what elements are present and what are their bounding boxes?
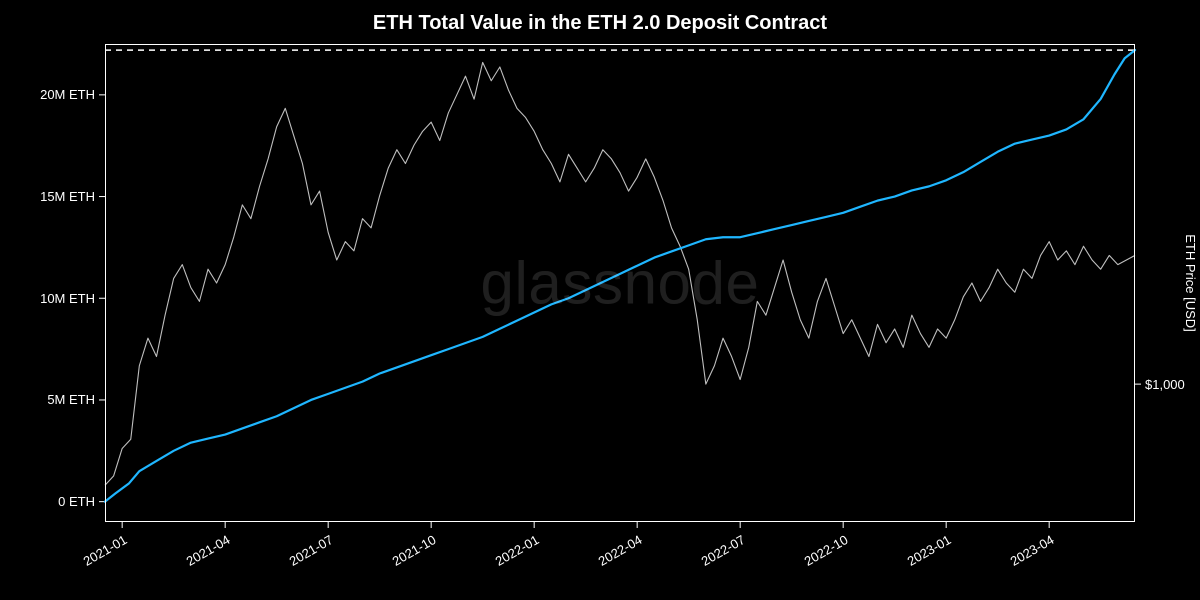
plot-border: [105, 44, 1135, 522]
chart-container: ETH Total Value in the ETH 2.0 Deposit C…: [0, 0, 1200, 600]
y-left-tick-label: 10M ETH: [40, 291, 95, 306]
plot-area: glassnode: [105, 44, 1135, 522]
y-left-tick-label: 0 ETH: [58, 494, 95, 509]
y-left-tick-label: 15M ETH: [40, 189, 95, 204]
x-tick-label: 2023-04: [1008, 532, 1057, 569]
y-left-tick-label: 5M ETH: [47, 392, 95, 407]
y-left-tick-label: 20M ETH: [40, 87, 95, 102]
x-tick-label: 2023-01: [905, 532, 954, 569]
y-right-tick-label: $1,000: [1145, 377, 1185, 392]
x-tick-label: 2021-10: [390, 532, 439, 569]
x-tick-label: 2021-07: [287, 532, 336, 569]
y-axis-right-label: ETH Price [USD]: [1183, 234, 1198, 332]
x-tick-label: 2022-10: [802, 532, 851, 569]
x-tick-label: 2022-01: [493, 532, 542, 569]
x-tick-label: 2022-07: [699, 532, 748, 569]
chart-title: ETH Total Value in the ETH 2.0 Deposit C…: [0, 12, 1200, 35]
x-tick-label: 2021-04: [184, 532, 233, 569]
x-tick-label: 2022-04: [596, 532, 645, 569]
x-tick-label: 2021-01: [81, 532, 130, 569]
